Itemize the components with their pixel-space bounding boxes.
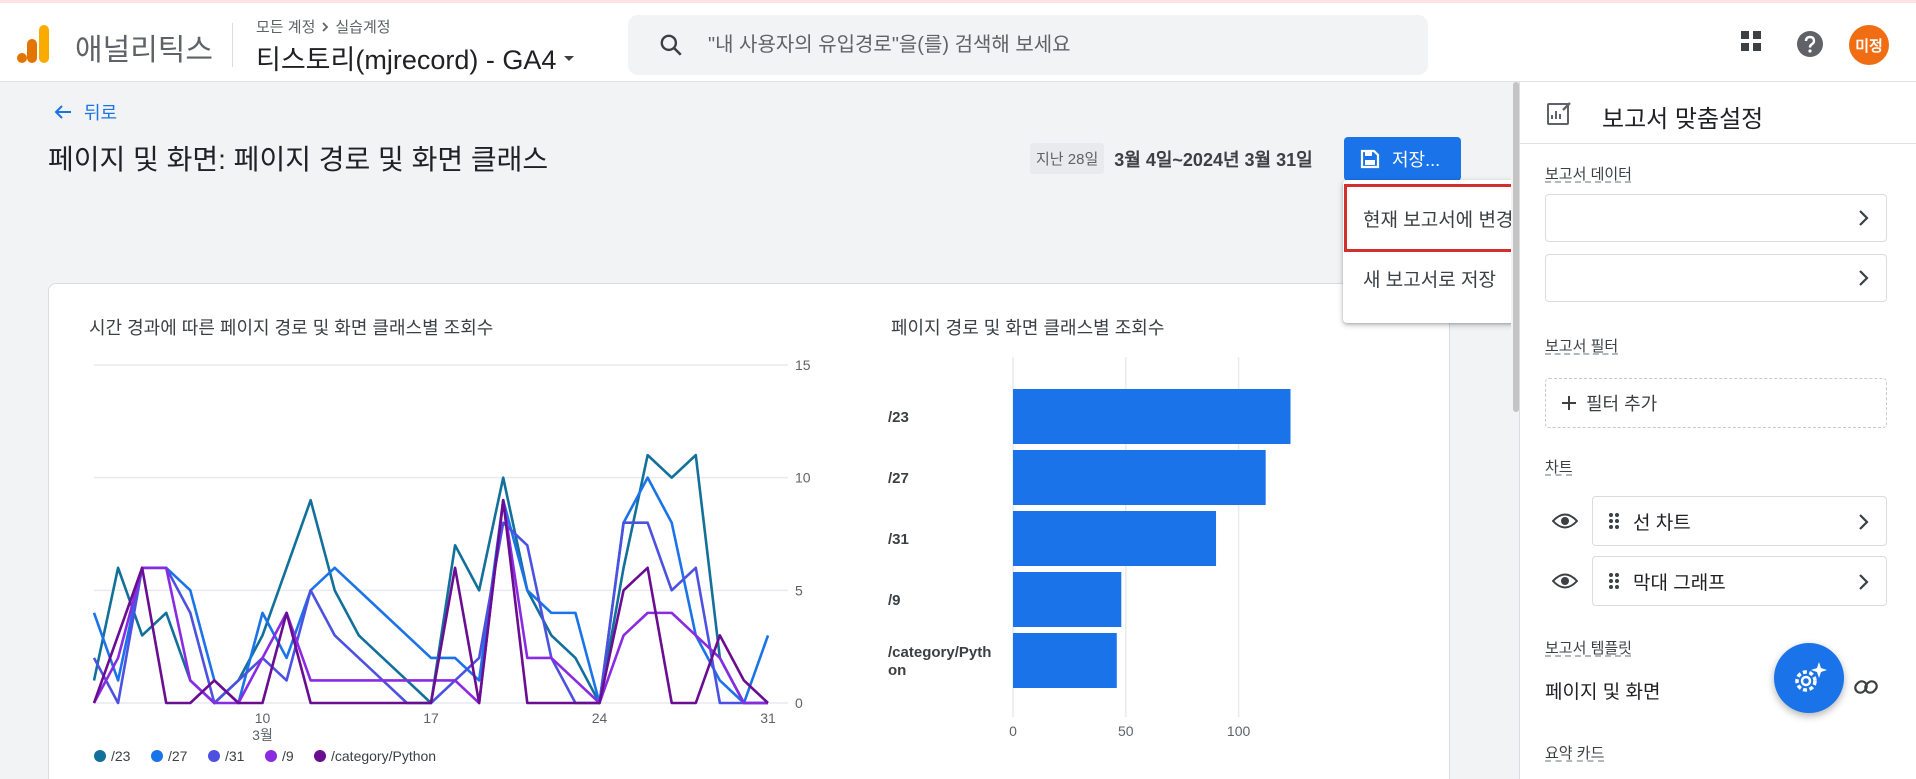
panel-title: 보고서 맞춤설정 — [1602, 106, 1764, 133]
page-title: 페이지 및 화면: 페이지 경로 및 화면 클래스 — [48, 144, 549, 175]
x-tick-label: 0 — [1009, 723, 1017, 739]
drag-handle-icon[interactable] — [1609, 513, 1619, 529]
legend-swatch — [314, 750, 326, 762]
plus-icon — [1562, 396, 1576, 410]
top-app-bar: 애널리틱스 모든 계정 실습계정 티스토리(mjrecord) - GA4 미정 — [0, 0, 1916, 82]
date-range-chip[interactable]: 지난 28일 — [1030, 143, 1105, 174]
app-name: 애널리틱스 — [75, 34, 213, 67]
legend-swatch — [94, 750, 106, 762]
apps-grid-icon[interactable] — [1739, 29, 1763, 53]
legend-swatch — [151, 750, 163, 762]
analytics-logo-icon[interactable] — [17, 25, 51, 65]
avatar[interactable]: 미정 — [1849, 25, 1889, 65]
bar[interactable] — [1013, 450, 1266, 505]
chart-section-label: 차트 — [1545, 459, 1573, 476]
chevron-right-icon — [1859, 514, 1869, 530]
link-icon[interactable] — [1851, 672, 1881, 702]
scrollbar-thumb[interactable] — [1513, 82, 1519, 412]
y-tick-label: 15 — [795, 357, 811, 373]
scrollbar-track[interactable] — [1511, 82, 1519, 779]
save-button[interactable]: 저장... — [1344, 137, 1461, 181]
property-name[interactable]: 티스토리(mjrecord) - GA4 — [256, 45, 557, 75]
bar-category-label: /27 — [888, 470, 909, 487]
x-tick-label: 100 — [1227, 723, 1251, 739]
report-template-name: 페이지 및 화면 — [1545, 682, 1661, 703]
chart-row-line[interactable]: 선 차트 — [1592, 496, 1887, 546]
series-line[interactable] — [92, 476, 770, 705]
property-selector[interactable]: 티스토리(mjrecord) - GA4 — [256, 38, 576, 77]
chart-row-bar[interactable]: 막대 그래프 — [1592, 556, 1887, 606]
breadcrumb-account[interactable]: 실습계정 — [335, 19, 391, 36]
x-tick-label: 50 — [1118, 723, 1134, 739]
ai-insights-button[interactable] — [1774, 643, 1844, 713]
summary-card-label: 요약 카드 — [1545, 745, 1605, 762]
x-tick-label: 10 — [255, 710, 271, 726]
customize-report-panel: 보고서 맞춤설정 보고서 데이터 보고서 필터 필터 추가 차트 선 차트 막대… — [1519, 82, 1916, 779]
sparkle-gear-icon — [1795, 662, 1827, 692]
date-range-picker[interactable]: 지난 28일 3월 4일~2024년 3월 31일 — [1030, 143, 1313, 174]
chevron-right-icon — [322, 21, 329, 32]
back-label[interactable]: 뒤로 — [84, 103, 118, 123]
chevron-right-icon — [1859, 270, 1869, 286]
search-bar[interactable] — [628, 15, 1428, 75]
legend-label[interactable]: /31 — [225, 748, 245, 764]
x-tick-label: 17 — [423, 710, 439, 726]
caret-down-icon — [564, 55, 575, 61]
x-tick-sublabel: 3월 — [252, 727, 273, 743]
breadcrumb-all-accounts[interactable]: 모든 계정 — [256, 19, 316, 36]
chevron-right-icon — [1859, 574, 1869, 590]
line-chart-title: 시간 경과에 따른 페이지 경로 및 화면 클래스별 조회수 — [89, 318, 494, 338]
bar[interactable] — [1013, 389, 1291, 444]
legend-label[interactable]: /23 — [111, 748, 131, 764]
bar[interactable] — [1013, 572, 1122, 627]
legend-swatch — [208, 750, 220, 762]
bar[interactable] — [1013, 633, 1117, 688]
eye-icon[interactable] — [1552, 572, 1578, 590]
report-data-row-2[interactable] — [1545, 254, 1887, 302]
y-tick-label: 5 — [795, 582, 803, 598]
chart-row-label[interactable]: 선 차트 — [1633, 512, 1691, 534]
report-template-label: 보고서 템플릿 — [1545, 640, 1632, 657]
bar-category-label: /23 — [888, 409, 909, 426]
panel-header: 보고서 맞춤설정 — [1520, 82, 1916, 144]
bar-category-label: /9 — [888, 592, 901, 609]
date-range-text[interactable]: 3월 4일~2024년 3월 31일 — [1114, 149, 1313, 170]
x-tick-label: 31 — [760, 710, 776, 726]
chevron-right-icon — [1859, 210, 1869, 226]
search-input[interactable] — [708, 29, 1398, 61]
add-filter-label[interactable]: 필터 추가 — [1586, 394, 1658, 414]
report-data-label: 보고서 데이터 — [1545, 166, 1632, 183]
y-tick-label: 0 — [795, 695, 803, 711]
save-button-label[interactable]: 저장... — [1392, 150, 1441, 170]
menu-item-save-as-new[interactable]: 새 보고서로 저장 — [1363, 269, 1496, 291]
save-icon — [1360, 149, 1380, 169]
legend-label[interactable]: /9 — [282, 748, 294, 764]
add-filter-button[interactable]: 필터 추가 — [1545, 378, 1887, 428]
legend-swatch — [265, 750, 277, 762]
bar-category-label: /category/Pyth on — [888, 644, 991, 679]
eye-icon[interactable] — [1552, 512, 1578, 530]
back-link[interactable]: 뒤로 — [54, 99, 117, 125]
drag-handle-icon[interactable] — [1609, 573, 1619, 589]
search-icon — [660, 34, 682, 56]
x-tick-label: 24 — [592, 710, 608, 726]
bar-category-label: /31 — [888, 531, 909, 548]
report-filter-label: 보고서 필터 — [1545, 338, 1619, 355]
legend-label[interactable]: /27 — [168, 748, 188, 764]
help-icon[interactable] — [1796, 30, 1824, 58]
bar-chart-title: 페이지 경로 및 화면 클래스별 조회수 — [891, 318, 1165, 338]
chart-row-label[interactable]: 막대 그래프 — [1633, 572, 1726, 594]
divider — [232, 23, 233, 67]
y-tick-label: 10 — [795, 470, 811, 486]
series-line[interactable] — [92, 498, 769, 705]
edit-chart-icon — [1547, 102, 1571, 125]
bar-chart[interactable]: 0 50 100/23/27/31/9/category/Pyth on — [880, 355, 1300, 755]
breadcrumb[interactable]: 모든 계정 실습계정 — [256, 16, 391, 37]
bar[interactable] — [1013, 511, 1217, 566]
legend-label[interactable]: /category/Python — [331, 748, 436, 764]
arrow-back-icon — [54, 105, 71, 119]
report-data-row-1[interactable] — [1545, 194, 1887, 242]
